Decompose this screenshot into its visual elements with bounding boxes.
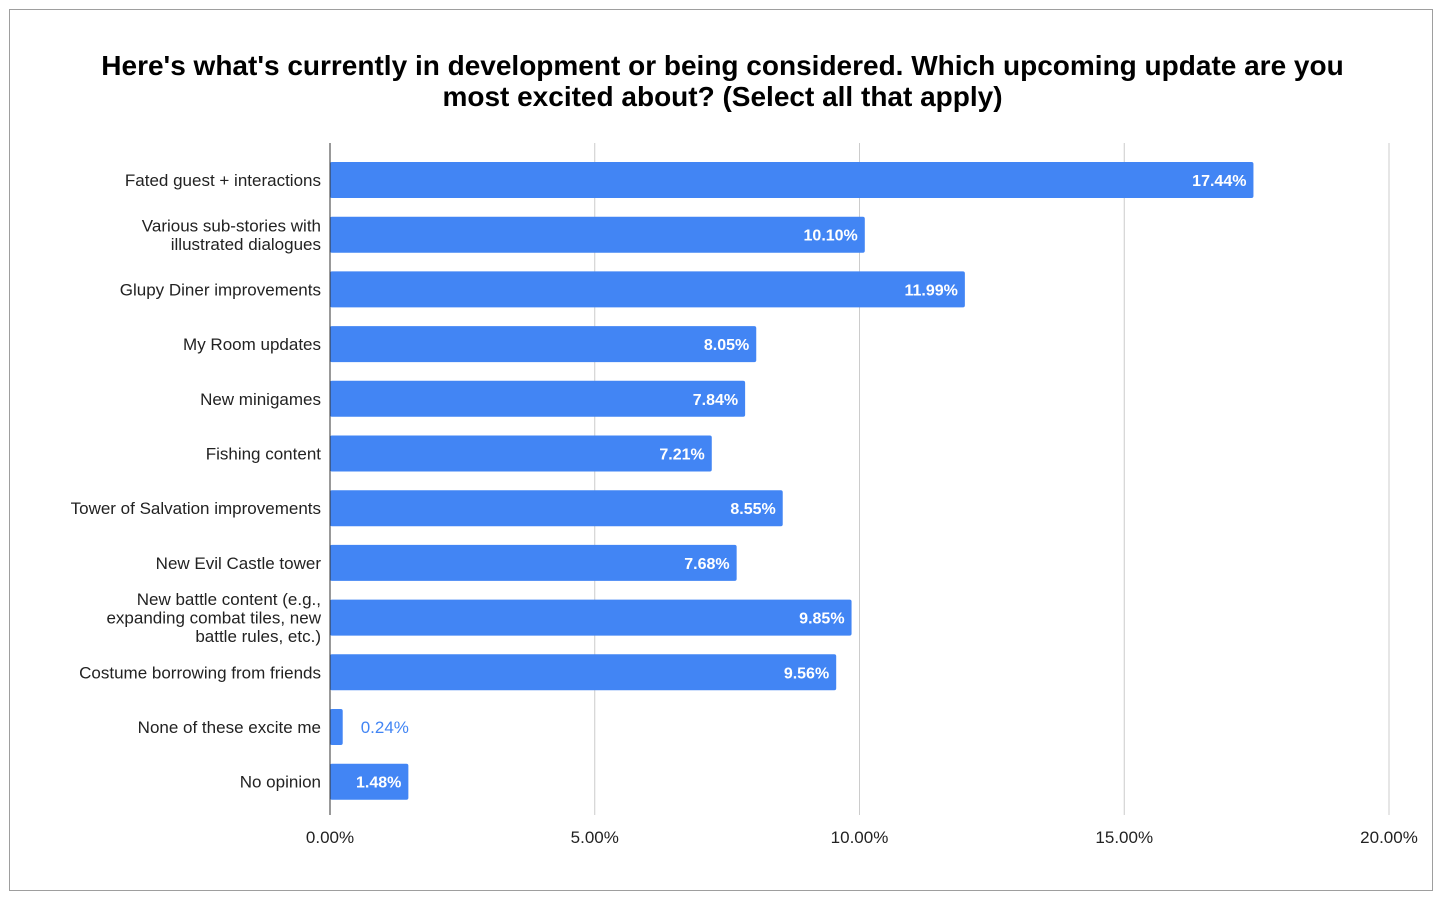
bar [330,709,343,745]
data-label: 11.99% [904,282,957,299]
bar [330,216,865,253]
category-label: Tower of Salvation improvements [71,499,321,518]
category-label: Fated guest + interactions [125,171,321,190]
chart-frame [9,9,1433,891]
bar [330,326,757,363]
x-tick-label: 5.00% [571,828,619,847]
x-tick-label: 15.00% [1095,828,1153,847]
category-label: New Evil Castle tower [156,554,322,573]
bar [330,435,712,472]
category-label: No opinion [240,773,321,792]
data-label: 7.68% [684,556,729,573]
bar [330,271,965,308]
category-label: Fishing content [206,445,322,464]
data-label: 8.55% [730,501,775,518]
category-label: New battle content (e.g., [137,590,321,609]
bar [330,380,746,417]
category-label: My Room updates [183,335,321,354]
bar [330,490,783,527]
bar [330,599,852,636]
data-label: 17.44% [1192,173,1246,190]
x-tick-label: 0.00% [306,828,354,847]
category-label: Various sub-stories with [142,216,321,235]
category-label: Costume borrowing from friends [79,663,321,682]
category-label: Glupy Diner improvements [120,280,321,299]
chart-title-line-2: most excited about? (Select all that app… [442,81,1003,112]
data-label: 9.56% [784,665,829,682]
category-label: New minigames [200,390,321,409]
x-tick-label: 20.00% [1360,828,1418,847]
bar [330,162,1254,198]
data-label: 1.48% [356,775,401,792]
data-label: 8.05% [704,337,749,354]
data-label: 7.21% [659,447,704,464]
bar [330,544,737,581]
data-label: 7.84% [693,392,738,409]
data-label: 9.85% [799,611,844,628]
chart-title-line-1: Here's what's currently in development o… [101,50,1344,81]
category-label: None of these excite me [138,718,321,737]
x-tick-label: 10.00% [831,828,889,847]
data-label: 10.10% [804,228,858,245]
data-label: 0.24% [361,718,409,737]
bar [330,654,837,691]
bar [330,763,409,800]
category-label: battle rules, etc.) [195,627,321,646]
category-label: illustrated dialogues [171,235,321,254]
chart-title: Here's what's currently in development o… [20,50,1425,112]
category-label: expanding combat tiles, new [106,609,321,628]
